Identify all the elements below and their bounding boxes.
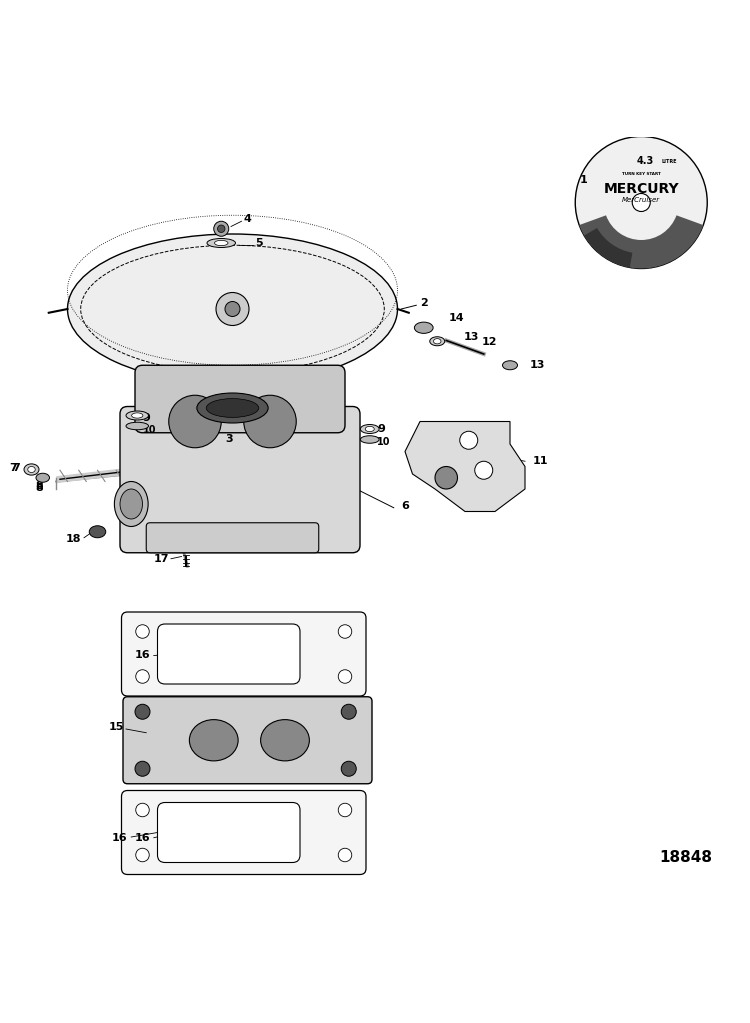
Text: MerCruiser: MerCruiser [622, 197, 660, 204]
Text: 10: 10 [377, 437, 391, 447]
Ellipse shape [360, 436, 379, 443]
Ellipse shape [126, 422, 148, 430]
Ellipse shape [430, 337, 445, 346]
Circle shape [214, 221, 229, 236]
Wedge shape [584, 228, 632, 267]
Ellipse shape [365, 427, 374, 432]
Circle shape [460, 432, 478, 449]
Circle shape [338, 848, 352, 861]
Text: TURN KEY START: TURN KEY START [622, 172, 661, 176]
Text: LITRE: LITRE [662, 159, 677, 164]
Circle shape [338, 625, 352, 638]
Ellipse shape [28, 466, 35, 473]
Circle shape [341, 761, 356, 776]
Ellipse shape [89, 526, 106, 538]
Circle shape [225, 302, 240, 316]
Text: 9: 9 [377, 424, 386, 434]
Ellipse shape [214, 240, 228, 246]
Circle shape [575, 136, 707, 268]
Ellipse shape [189, 719, 238, 761]
Text: 8: 8 [35, 481, 43, 491]
Circle shape [135, 761, 150, 776]
FancyBboxPatch shape [122, 791, 366, 875]
Text: 9: 9 [142, 412, 150, 422]
Ellipse shape [503, 361, 518, 369]
Circle shape [136, 625, 149, 638]
Text: 11: 11 [532, 456, 548, 466]
Text: 5: 5 [255, 238, 262, 248]
Circle shape [244, 395, 296, 448]
Text: 18: 18 [66, 534, 81, 544]
Ellipse shape [207, 238, 236, 248]
Text: 16: 16 [134, 833, 150, 843]
Text: 3: 3 [225, 434, 232, 444]
Ellipse shape [414, 322, 434, 333]
Ellipse shape [24, 463, 39, 475]
Ellipse shape [36, 474, 50, 482]
FancyBboxPatch shape [135, 365, 345, 433]
FancyBboxPatch shape [120, 406, 360, 552]
FancyBboxPatch shape [158, 802, 300, 862]
Ellipse shape [360, 425, 379, 434]
Circle shape [475, 461, 493, 479]
Text: 15: 15 [109, 722, 124, 732]
Text: 18848: 18848 [659, 850, 712, 865]
Text: 16: 16 [134, 651, 150, 661]
Ellipse shape [68, 234, 398, 384]
Circle shape [135, 704, 150, 719]
Text: 7: 7 [9, 463, 16, 473]
Circle shape [338, 803, 352, 816]
FancyBboxPatch shape [123, 697, 372, 784]
FancyBboxPatch shape [158, 624, 300, 684]
Text: 8: 8 [35, 483, 43, 493]
Text: 13: 13 [530, 360, 544, 370]
Text: 4: 4 [244, 214, 251, 224]
Ellipse shape [433, 339, 441, 344]
Ellipse shape [196, 393, 268, 422]
Wedge shape [579, 215, 704, 268]
Circle shape [435, 466, 457, 489]
Text: 7: 7 [13, 463, 20, 473]
Ellipse shape [261, 719, 309, 761]
Text: 16: 16 [112, 833, 128, 843]
FancyBboxPatch shape [122, 612, 366, 696]
Circle shape [341, 704, 356, 719]
Ellipse shape [132, 413, 142, 418]
Circle shape [136, 848, 149, 861]
Ellipse shape [114, 482, 148, 527]
FancyBboxPatch shape [146, 523, 319, 552]
Text: 6: 6 [401, 501, 409, 512]
Text: 17: 17 [154, 553, 169, 564]
Circle shape [217, 225, 225, 232]
Circle shape [136, 803, 149, 816]
Circle shape [136, 670, 149, 683]
Text: 2: 2 [420, 298, 428, 308]
Text: 10: 10 [142, 425, 156, 435]
Text: 1: 1 [580, 175, 587, 185]
Circle shape [216, 293, 249, 325]
Ellipse shape [120, 489, 142, 519]
Circle shape [632, 193, 650, 212]
Circle shape [169, 395, 221, 448]
Polygon shape [405, 421, 525, 512]
Ellipse shape [126, 411, 148, 420]
Circle shape [338, 670, 352, 683]
Text: 13: 13 [464, 331, 478, 342]
Text: 12: 12 [482, 337, 497, 347]
Text: 14: 14 [448, 313, 464, 323]
Ellipse shape [206, 399, 259, 417]
Text: MERCURY: MERCURY [604, 182, 679, 196]
Text: 4.3: 4.3 [636, 157, 653, 167]
